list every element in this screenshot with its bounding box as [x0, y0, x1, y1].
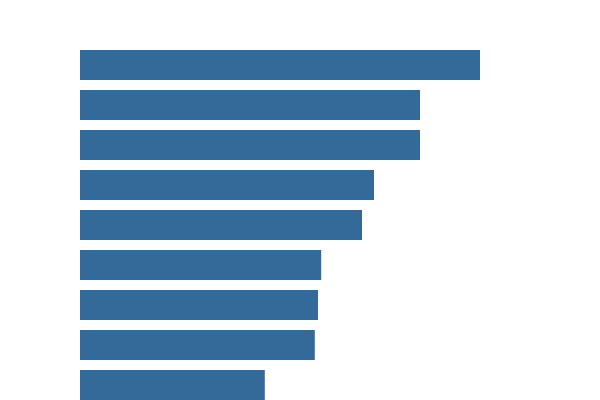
bar-6	[80, 250, 322, 280]
bar-4	[80, 170, 374, 200]
bar-9	[80, 370, 265, 400]
bar-8	[80, 330, 315, 360]
bar-5	[80, 210, 362, 240]
bar-3	[80, 130, 420, 160]
bar-7	[80, 290, 318, 320]
bar-2	[80, 90, 420, 120]
bar-1	[80, 50, 480, 80]
bars-group	[80, 50, 480, 400]
